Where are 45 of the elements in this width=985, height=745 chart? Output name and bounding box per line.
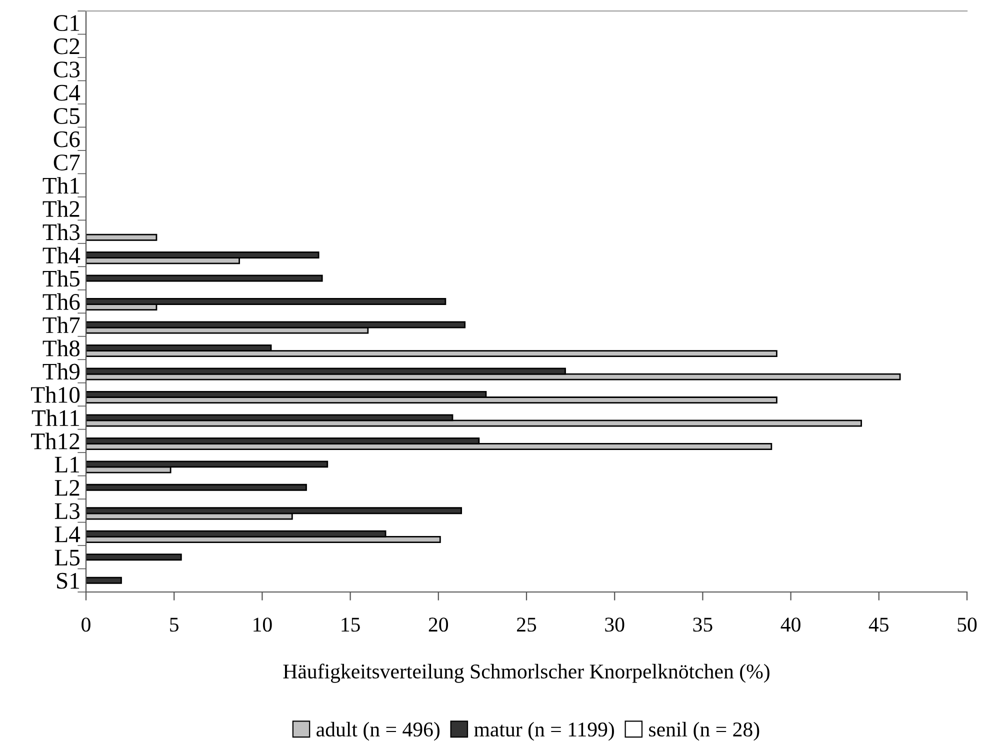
y-tick-label: Th11 — [32, 410, 80, 426]
y-tick-label: Th8 — [42, 340, 80, 356]
y-tick-label: Th4 — [42, 246, 80, 264]
y-tick-label: Th12 — [31, 432, 80, 450]
y-tick-label: C5 — [54, 108, 80, 124]
y-tick-label: C3 — [54, 62, 80, 78]
legend-label: matur (n = 1199) — [474, 722, 614, 741]
y-tick-label: L4 — [54, 526, 80, 542]
y-tick-label: L3 — [54, 503, 80, 520]
y-tick-label: C6 — [54, 131, 80, 148]
bar — [86, 576, 122, 584]
x-tick-label: 20 — [428, 618, 448, 632]
x-axis-title: Häufigkeitsverteilung Schmorlscher Knorpelknötchen (%) — [283, 664, 770, 683]
y-tick-label: C4 — [54, 84, 80, 101]
y-tick-label: Th7 — [42, 316, 80, 333]
y-tick-label: C2 — [54, 38, 80, 54]
y-tick-label: L1 — [54, 456, 80, 472]
x-tick-label: 50 — [958, 618, 977, 632]
y-tick-label: L5 — [54, 550, 80, 566]
x-tick-label: 45 — [868, 618, 889, 632]
y-tick-label: C7 — [54, 154, 80, 170]
bar — [86, 554, 182, 561]
x-tick-label: 40 — [780, 618, 800, 632]
legend-label: senil (n = 28) — [649, 722, 760, 741]
y-tick-label: Th3 — [42, 224, 80, 240]
y-tick-label: Th9 — [42, 363, 80, 380]
y-tick-label: Th10 — [31, 386, 80, 403]
y-tick-label: Th5 — [42, 270, 80, 287]
x-tick-label: 15 — [342, 618, 360, 632]
bar — [86, 274, 323, 282]
x-tick-label: 25 — [517, 618, 536, 632]
bar — [86, 234, 158, 241]
y-tick-label: Th2 — [42, 200, 80, 217]
x-tick-label: 5 — [170, 618, 178, 632]
y-tick-label: Th6 — [42, 293, 80, 310]
bar — [86, 484, 307, 491]
legend-label: adult (n = 496) — [316, 722, 440, 741]
x-tick-label: 10 — [254, 618, 272, 632]
x-tick-label: 30 — [605, 618, 624, 632]
x-tick-label: 0 — [82, 618, 90, 632]
y-tick-label: L2 — [54, 480, 80, 496]
y-tick-label: S1 — [57, 572, 80, 589]
y-tick-label: Th1 — [42, 177, 80, 194]
y-tick-label: C1 — [54, 15, 80, 32]
x-tick-label: 35 — [693, 618, 712, 632]
